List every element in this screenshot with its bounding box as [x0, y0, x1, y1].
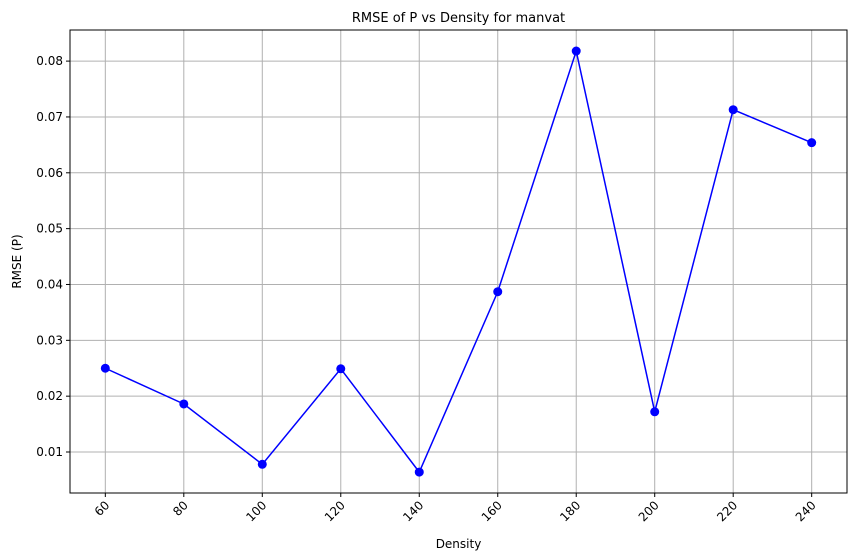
series-line — [105, 48, 812, 474]
data-point — [571, 46, 581, 56]
series-layer — [100, 46, 817, 477]
y-tick-label: 0.05 — [36, 222, 63, 236]
y-tick-label: 0.01 — [36, 445, 63, 459]
plot-frame — [69, 29, 848, 494]
data-point — [414, 467, 424, 477]
grid-lines — [70, 30, 847, 493]
y-tick-label: 0.06 — [36, 166, 63, 180]
axes — [69, 29, 848, 494]
y-axis-label: RMSE (P) — [10, 234, 24, 288]
data-point — [650, 407, 660, 417]
data-point — [336, 364, 346, 374]
data-point — [493, 287, 503, 297]
data-point — [257, 459, 267, 469]
data-point — [728, 105, 738, 115]
data-point — [179, 399, 189, 409]
y-tick-label: 0.03 — [36, 333, 63, 347]
chart-title: RMSE of P vs Density for manvat — [352, 11, 565, 26]
x-axis-label: Density — [436, 537, 482, 551]
data-point — [100, 363, 110, 373]
y-tick-label: 0.08 — [36, 54, 63, 68]
y-ticks: 0.01 0.02 0.03 0.04 0.05 0.06 0.07 0.08 — [36, 54, 70, 459]
y-tick-label: 0.02 — [36, 389, 63, 403]
y-tick-label: 0.07 — [36, 110, 63, 124]
y-tick-label: 0.04 — [36, 277, 63, 291]
data-point — [807, 138, 817, 148]
